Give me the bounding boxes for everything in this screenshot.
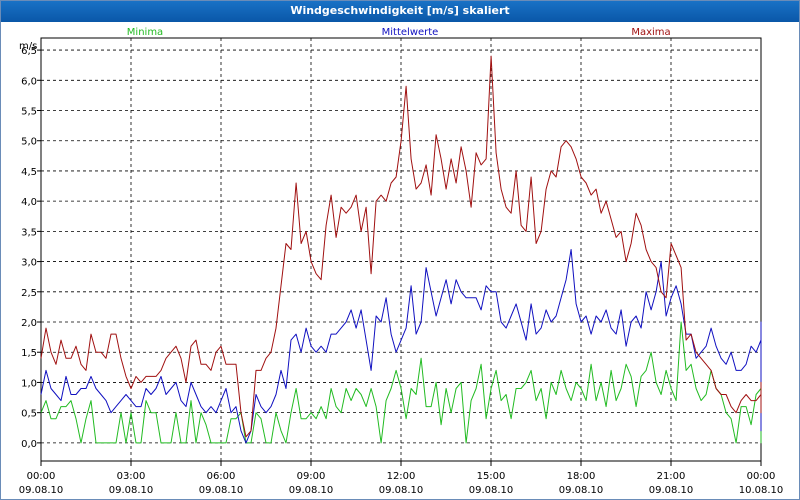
y-tick-label: 5,0 [21,137,37,148]
x-tick-time: 00:00 [27,471,56,482]
y-tick-label: 2,0 [21,318,37,329]
x-tick-date: 09.08.10 [109,485,154,496]
x-tick-date: 09.08.10 [559,485,604,496]
x-tick-time: 09:00 [297,471,326,482]
y-tick-label: 0,0 [21,439,37,450]
window-title: Windgeschwindigkeit [m/s] skaliert [0,0,800,22]
y-tick-label: 1,5 [21,348,37,359]
y-axis-label: m/s [19,41,37,52]
y-tick-label: 6,0 [21,76,37,87]
y-tick-label: 6,5 [21,46,37,57]
x-tick-time: 21:00 [657,471,686,482]
y-tick-label: 3,5 [21,227,37,238]
x-tick-date: 09.08.10 [199,485,244,496]
legend-mittelwerte: Mittelwerte [382,27,439,38]
y-tick-label: 3,0 [21,258,37,269]
legend-maxima: Maxima [631,27,670,38]
y-tick-label: 2,5 [21,288,37,299]
x-tick-time: 03:00 [117,471,146,482]
x-tick-date: 09.08.10 [649,485,694,496]
x-tick-date: 09.08.10 [469,485,514,496]
x-tick-date: 10.08.10 [739,485,784,496]
legend-minima: Minima [127,27,163,38]
x-tick-date: 09.08.10 [379,485,424,496]
x-tick-date: 09.08.10 [289,485,334,496]
y-tick-label: 5,5 [21,107,37,118]
y-tick-label: 4,0 [21,197,37,208]
x-tick-time: 06:00 [207,471,236,482]
x-tick-time: 00:00 [747,471,776,482]
x-tick-date: 09.08.10 [19,485,64,496]
y-tick-label: 1,0 [21,378,37,389]
y-tick-label: 4,5 [21,167,37,178]
x-tick-time: 12:00 [387,471,416,482]
x-tick-time: 15:00 [477,471,506,482]
x-tick-time: 18:00 [567,471,596,482]
series-line-maxima [40,55,762,438]
y-tick-label: 0,5 [21,409,37,420]
